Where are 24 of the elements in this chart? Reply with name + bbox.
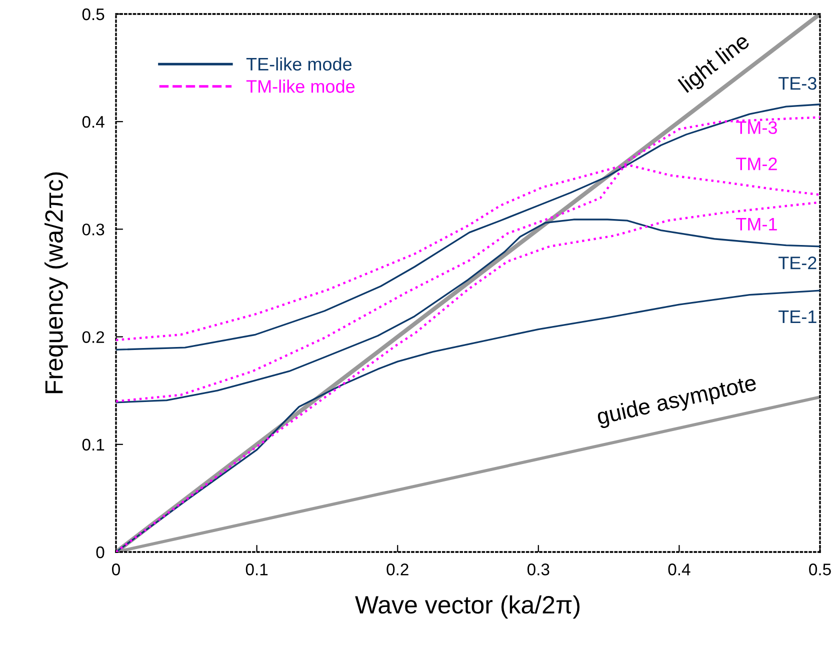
x-tick-label: 0.3 — [527, 564, 550, 576]
x-tick-label: 0.4 — [668, 564, 690, 576]
annotation: TM-1 — [736, 218, 777, 230]
annotation: TE-2 — [778, 256, 816, 270]
y-tick-label: 0 — [96, 546, 104, 558]
annotation: guide asymptote — [596, 374, 758, 429]
annotation: TE-3 — [778, 77, 816, 90]
x-axis-title: Wave vector (ka/2π) — [355, 595, 580, 619]
annotation: TE-1 — [778, 310, 816, 323]
y-tick-label: 0.5 — [82, 8, 104, 20]
y-tick-label: 0.4 — [82, 116, 104, 128]
y-tick-label: 0.1 — [82, 438, 104, 451]
x-tick-label: 0.2 — [386, 564, 408, 576]
legend-label: TE-like mode — [246, 57, 352, 71]
annotation: TM-3 — [736, 121, 777, 134]
y-tick-label: 0.2 — [82, 331, 104, 344]
y-tick-label: 0.3 — [82, 224, 104, 236]
x-tick-label: 0.5 — [809, 564, 831, 576]
x-tick-label: 0.1 — [246, 564, 268, 576]
y-axis-title: Frequency (wa/2πc) — [44, 172, 68, 394]
legend-label: TM-like mode — [246, 80, 355, 93]
x-tick-label: 0 — [112, 564, 120, 576]
annotation: TM-2 — [736, 158, 777, 170]
annotation: light line — [678, 32, 754, 96]
